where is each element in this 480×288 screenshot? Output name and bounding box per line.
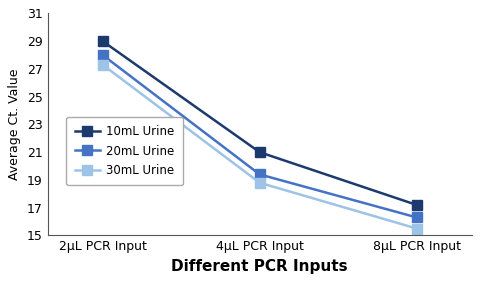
Line: 30mL Urine: 30mL Urine bbox=[98, 60, 421, 233]
X-axis label: Different PCR Inputs: Different PCR Inputs bbox=[171, 259, 348, 274]
20mL Urine bbox=[414, 216, 420, 219]
30mL Urine bbox=[414, 227, 420, 230]
20mL Urine bbox=[257, 173, 263, 176]
30mL Urine bbox=[257, 181, 263, 184]
Line: 20mL Urine: 20mL Urine bbox=[98, 50, 421, 222]
Line: 10mL Urine: 10mL Urine bbox=[98, 36, 421, 210]
30mL Urine bbox=[100, 63, 106, 67]
Legend: 10mL Urine, 20mL Urine, 30mL Urine: 10mL Urine, 20mL Urine, 30mL Urine bbox=[66, 117, 183, 185]
10mL Urine bbox=[414, 203, 420, 207]
10mL Urine bbox=[100, 39, 106, 43]
20mL Urine bbox=[100, 53, 106, 57]
Y-axis label: Average Ct. Value: Average Ct. Value bbox=[8, 69, 21, 180]
10mL Urine bbox=[257, 150, 263, 154]
